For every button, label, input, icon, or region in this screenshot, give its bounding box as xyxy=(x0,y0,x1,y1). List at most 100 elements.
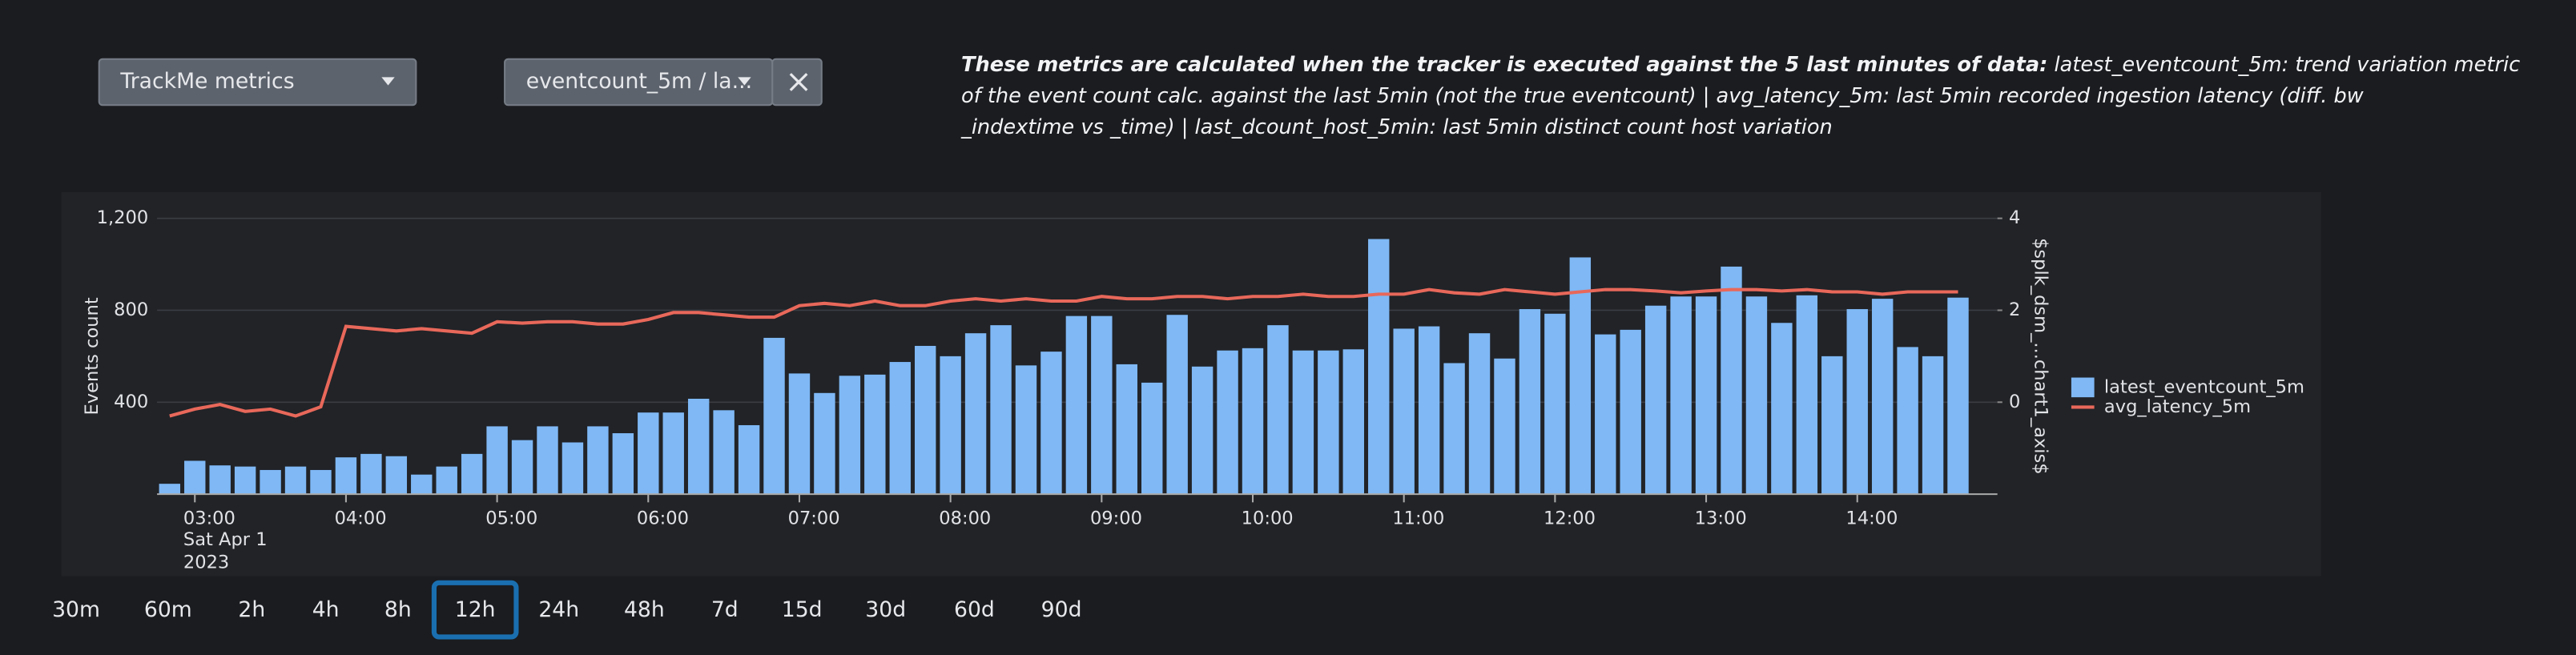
bar xyxy=(1318,350,1339,495)
bar xyxy=(1368,239,1390,495)
bar xyxy=(612,433,634,495)
bar xyxy=(561,442,584,495)
bar xyxy=(1644,305,1667,495)
bar xyxy=(1595,334,1616,495)
legend-swatch xyxy=(2071,377,2095,398)
bar xyxy=(360,453,382,495)
bar xyxy=(1292,350,1314,495)
x-tick-label: 10:00 xyxy=(1242,508,1294,528)
time-button[interactable]: 48h xyxy=(624,597,665,622)
bar xyxy=(889,362,911,495)
x-tick-sublabel: 2023 xyxy=(183,553,229,573)
x-tick-label: 09:00 xyxy=(1090,508,1142,528)
bar xyxy=(1670,296,1692,495)
time-button[interactable]: 7d xyxy=(711,597,739,622)
bar xyxy=(763,337,785,495)
bar xyxy=(1897,347,1918,495)
time-button[interactable]: 2h xyxy=(238,597,265,622)
bar xyxy=(1166,315,1188,495)
time-button[interactable]: 30m xyxy=(52,597,100,622)
bar xyxy=(511,440,533,495)
x-tick-label: 06:00 xyxy=(637,508,689,528)
caret xyxy=(738,77,751,86)
chart: 400 800 1,200 0 2 4 Events count $splk_dsm_...c… xyxy=(82,207,2304,573)
description-heading: These metrics are calculated when the tr… xyxy=(961,53,2047,77)
description-line: _indextime vs _time) | last_dcount_host_… xyxy=(960,115,1833,139)
bar xyxy=(940,356,961,495)
bar xyxy=(839,376,861,495)
y-axis-label: Events count xyxy=(82,297,103,415)
bar xyxy=(1468,333,1491,495)
y2-axis-label: $splk_dsm_...chart1_axis$ xyxy=(2030,238,2051,475)
time-buttons: 30m 60m 2h 4h 8h 12h 24h 48h 7d 15d 30d 60d 90d xyxy=(52,580,1082,640)
selected-outline xyxy=(431,580,519,640)
bar xyxy=(1519,309,1541,495)
time-button[interactable]: 60d xyxy=(954,597,995,622)
bar xyxy=(1922,356,1944,495)
bar xyxy=(1267,325,1289,495)
chart-panel xyxy=(61,191,2321,577)
bar xyxy=(713,410,735,495)
bar xyxy=(1721,266,1742,495)
bar xyxy=(914,345,936,495)
time-button[interactable]: 15d xyxy=(782,597,823,622)
x-tick-label: 08:00 xyxy=(939,508,991,528)
bar xyxy=(335,457,357,495)
bar xyxy=(1393,328,1415,495)
y2-tick-label: 4 xyxy=(2009,207,2020,228)
bar xyxy=(284,466,307,495)
bar xyxy=(1141,382,1163,495)
dropdown-label: TrackMe metrics xyxy=(119,69,294,94)
bar xyxy=(184,460,206,495)
description-line: latest_eventcount_5m: trend variation me… xyxy=(2055,53,2521,77)
metric-dropdown[interactable] xyxy=(98,58,417,106)
bar xyxy=(1040,352,1062,495)
bar xyxy=(537,426,558,495)
dropdown-label: eventcount_5m / la... xyxy=(526,69,752,94)
legend-label: latest_eventcount_5m xyxy=(2104,376,2304,397)
time-button[interactable]: 90d xyxy=(1041,597,1082,622)
x-tick-sublabel: Sat Apr 1 xyxy=(183,529,268,550)
bar xyxy=(1821,356,1843,495)
time-button[interactable]: 4h xyxy=(312,597,340,622)
legend-label: avg_latency_5m xyxy=(2104,396,2251,417)
bar xyxy=(1745,296,1768,495)
bar xyxy=(1846,309,1868,495)
bar xyxy=(788,373,811,495)
line xyxy=(169,287,1958,418)
y-tick-label: 400 xyxy=(114,392,148,412)
bar xyxy=(1544,313,1566,495)
time-button[interactable]: 8h xyxy=(384,597,412,622)
bar xyxy=(159,484,181,495)
bar xyxy=(260,469,281,495)
time-button[interactable]: 30d xyxy=(865,597,906,622)
bar xyxy=(385,456,408,495)
bar xyxy=(964,333,987,495)
x-tick-label: 14:00 xyxy=(1845,508,1898,528)
bar xyxy=(638,412,659,495)
y2-tick-label: 2 xyxy=(2009,299,2020,320)
bar xyxy=(687,398,710,495)
bar xyxy=(587,426,609,495)
x-tick-label: 13:00 xyxy=(1695,508,1747,528)
x-tick-label: 03:00 xyxy=(183,508,235,528)
bar xyxy=(1771,323,1793,495)
bar xyxy=(1871,299,1894,495)
caret xyxy=(381,77,395,86)
time-button[interactable]: 60m xyxy=(144,597,192,622)
time-button[interactable]: 12h xyxy=(455,597,496,622)
clear-icon xyxy=(789,73,808,91)
bar xyxy=(411,474,433,495)
bar xyxy=(814,392,835,495)
bar xyxy=(234,466,256,495)
description-line: of the event count calc. against the las… xyxy=(961,84,2364,108)
description: These metrics are calculated when the tr… xyxy=(961,53,2520,77)
time-button[interactable]: 24h xyxy=(538,597,579,622)
x-tick-label: 05:00 xyxy=(485,508,537,528)
x-tick-label: 04:00 xyxy=(335,508,387,528)
bar xyxy=(436,466,457,495)
bar xyxy=(864,374,886,495)
bar xyxy=(1015,365,1037,495)
bar xyxy=(310,469,332,495)
